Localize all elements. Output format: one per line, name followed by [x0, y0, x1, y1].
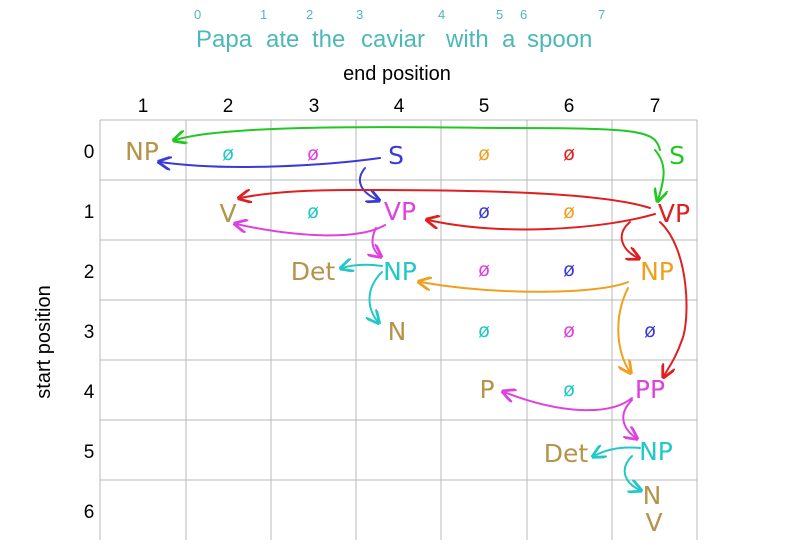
- word-index-1: 1: [260, 7, 267, 22]
- row-tick-0: 0: [84, 142, 95, 163]
- empty-mark-0-6: ø: [563, 143, 575, 165]
- label-n-3-4: N: [388, 317, 407, 346]
- word-index-0: 0: [194, 7, 201, 22]
- sentence-word-the: the: [312, 26, 345, 53]
- empty-mark-2-6: ø: [563, 259, 575, 281]
- sentence-word-a: a: [502, 26, 516, 53]
- row-tick-1: 1: [84, 202, 95, 223]
- empty-marks: ø ø ø ø ø ø ø ø ø ø ø ø ø: [222, 143, 656, 401]
- arrow-vp-to-vp: [428, 213, 656, 231]
- column-tick-5: 5: [479, 96, 490, 117]
- word-index-4: 4: [438, 7, 445, 22]
- row-tick-5: 5: [84, 442, 95, 463]
- word-index-5: 5: [496, 7, 503, 22]
- column-tick-1: 1: [138, 96, 149, 117]
- label-det-5-6: Det: [544, 439, 589, 468]
- label-p-4-5: P: [479, 375, 494, 404]
- arrow-np-to-n: [370, 271, 383, 322]
- arrow-pp-to-p: [504, 392, 633, 412]
- column-tick-2: 2: [223, 96, 234, 117]
- label-pp-4-7: PP: [635, 375, 665, 404]
- word-index-7: 7: [598, 7, 605, 22]
- label-np-2-7: NP: [640, 257, 674, 286]
- arrow-vp-to-np: [620, 221, 638, 258]
- chart-grid: [99, 119, 698, 540]
- empty-mark-1-3: ø: [307, 201, 319, 223]
- label-vp-1-4: VP: [384, 197, 416, 226]
- arrow-np5-to-n: [623, 455, 640, 490]
- arrow-vp4-to-v: [236, 224, 386, 237]
- label-np-2-4: NP: [383, 257, 417, 286]
- sentence-header: 0 1 2 3 4 5 6 7 Papa ate the caviar with…: [194, 7, 605, 53]
- label-v-1-2: V: [219, 199, 236, 228]
- label-s-0-4: S: [388, 141, 404, 170]
- row-tick-4: 4: [84, 382, 95, 403]
- row-ticks: 0 1 2 3 4 5 6: [84, 142, 95, 523]
- empty-mark-3-7: ø: [644, 320, 656, 342]
- column-ticks: 1 2 3 4 5 6 7: [138, 96, 661, 117]
- empty-mark-1-5: ø: [478, 201, 490, 223]
- row-axis-title: start position: [33, 285, 55, 398]
- arrow-np-to-pp: [617, 287, 630, 372]
- arrow-s4-to-np: [160, 158, 381, 167]
- empty-mark-0-5: ø: [478, 143, 490, 165]
- column-tick-7: 7: [650, 96, 661, 117]
- arrow-np-to-det: [342, 265, 383, 268]
- label-det-2-3: Det: [291, 257, 336, 286]
- empty-mark-4-6: ø: [563, 379, 575, 401]
- arrow-np5-to-det: [594, 447, 641, 456]
- arrow-pp-to-np: [622, 399, 636, 438]
- arrow-vp-to-pp: [659, 221, 688, 376]
- empty-mark-0-2: ø: [222, 143, 234, 165]
- backpointer-arrows: [160, 126, 688, 490]
- constituent-labels: NP S S V VP VP Det NP NP N P PP Det NP N…: [125, 137, 690, 537]
- word-index-3: 3: [356, 7, 363, 22]
- label-s-0-7: S: [669, 141, 685, 170]
- row-tick-2: 2: [84, 262, 95, 283]
- row-tick-6: 6: [84, 502, 95, 523]
- arrow-s-to-np: [175, 126, 661, 151]
- sentence-word-caviar: caviar: [361, 26, 425, 53]
- word-index-6: 6: [520, 7, 527, 22]
- sentence-word-papa: Papa: [196, 26, 253, 53]
- sentence-word-with: with: [445, 26, 489, 53]
- label-n-6-7: N: [643, 481, 662, 510]
- word-index-2: 2: [306, 7, 313, 22]
- column-tick-6: 6: [564, 96, 575, 117]
- column-tick-3: 3: [309, 96, 320, 117]
- sentence-word-ate: ate: [266, 26, 299, 53]
- arrow-s4-to-vp: [358, 167, 378, 200]
- arrow-np-to-np: [420, 282, 629, 293]
- arrow-vp-to-v: [240, 190, 651, 209]
- label-np-0-1: NP: [125, 137, 159, 166]
- empty-mark-3-6: ø: [563, 320, 575, 342]
- sentence-word-spoon: spoon: [527, 26, 592, 53]
- empty-mark-3-5: ø: [478, 320, 490, 342]
- label-vp-1-7: VP: [658, 199, 690, 228]
- column-axis-title: end position: [343, 63, 451, 85]
- label-v-6-7: V: [645, 508, 662, 537]
- empty-mark-1-6: ø: [563, 201, 575, 223]
- empty-mark-2-5: ø: [478, 259, 490, 281]
- empty-mark-0-3: ø: [307, 143, 319, 165]
- arrow-s-to-vp: [655, 149, 664, 200]
- arrow-vp4-to-np: [373, 227, 380, 256]
- row-tick-3: 3: [84, 322, 95, 343]
- column-tick-4: 4: [394, 96, 405, 117]
- label-np-5-7: NP: [639, 437, 673, 466]
